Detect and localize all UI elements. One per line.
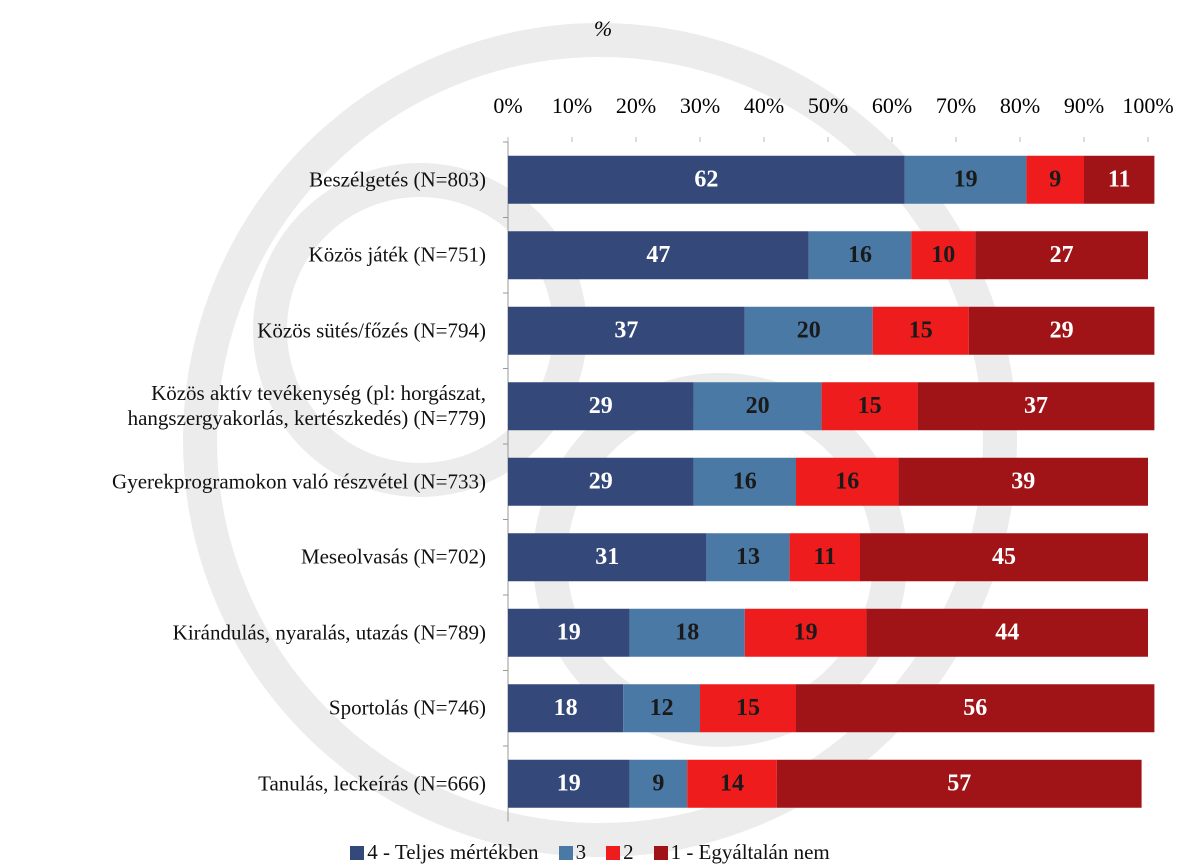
value-label: 29: [589, 393, 613, 419]
category-label: Gyerekprogramokon való részvétel (N=733): [0, 469, 486, 494]
x-tick-label: 20%: [616, 93, 656, 118]
value-label: 29: [1050, 317, 1074, 343]
value-label: 10: [931, 242, 955, 268]
x-tick-label: 0%: [493, 93, 522, 118]
legend-label: 4 - Teljes mértékben: [367, 840, 538, 865]
value-label: 20: [797, 317, 821, 343]
value-label: 45: [992, 544, 1016, 570]
value-label: 27: [1050, 242, 1074, 268]
category-label: Tanulás, leckeírás (N=666): [0, 771, 486, 796]
chart: % 0% 10% 20% 30% 40% 50% 60% 70% 80% 90% 100% 62 19 9…: [0, 0, 1180, 864]
chart-title: %: [594, 16, 612, 41]
x-tick-label: 50%: [808, 93, 848, 118]
value-label: 11: [1108, 166, 1131, 192]
legend-label: 3: [576, 840, 587, 865]
x-tick-label: 60%: [872, 93, 912, 118]
category-label: Közös aktív tevékenység (pl: horgászat, …: [0, 381, 486, 431]
category-label: Közös játék (N=751): [0, 243, 486, 268]
x-tick-label: 10%: [552, 93, 592, 118]
value-label: 19: [794, 619, 818, 645]
x-tick-label: 100%: [1122, 93, 1173, 118]
legend-label: 2: [623, 840, 634, 865]
value-label: 62: [694, 166, 718, 192]
value-label: 47: [646, 242, 670, 268]
value-label: 20: [746, 393, 770, 419]
x-tick-label: 80%: [1000, 93, 1040, 118]
value-label: 11: [813, 544, 836, 570]
value-label: 19: [557, 770, 581, 796]
value-label: 31: [595, 544, 619, 570]
value-label: 9: [652, 770, 664, 796]
category-label: Sportolás (N=746): [0, 696, 486, 721]
legend-swatch: [559, 846, 573, 860]
category-label: Beszélgetés (N=803): [0, 167, 486, 192]
page: % 0% 10% 20% 30% 40% 50% 60% 70% 80% 90% 100% 62 19 9…: [0, 0, 1180, 864]
x-tick-label: 30%: [680, 93, 720, 118]
value-label: 18: [675, 619, 699, 645]
value-label: 44: [995, 619, 1019, 645]
legend-item: 2: [606, 840, 634, 865]
value-label: 37: [614, 317, 638, 343]
legend-item: 4 - Teljes mértékben: [350, 840, 538, 865]
x-tick-label: 90%: [1064, 93, 1104, 118]
x-tick-label: 40%: [744, 93, 784, 118]
legend-swatch: [606, 846, 620, 860]
value-label: 12: [650, 695, 674, 721]
value-label: 16: [835, 468, 859, 494]
category-label: Meseolvasás (N=702): [0, 545, 486, 570]
legend-item: 1 - Egyáltalán nem: [654, 840, 830, 865]
value-label: 37: [1024, 393, 1048, 419]
value-label: 39: [1011, 468, 1035, 494]
value-label: 15: [909, 317, 933, 343]
value-label: 18: [554, 695, 578, 721]
legend-swatch: [654, 846, 668, 860]
category-label: Kirándulás, nyaralás, utazás (N=789): [0, 620, 486, 645]
legend-label: 1 - Egyáltalán nem: [671, 840, 830, 865]
value-label: 19: [557, 619, 581, 645]
value-label: 19: [954, 166, 978, 192]
value-label: 15: [736, 695, 760, 721]
legend-item: 3: [559, 840, 587, 865]
value-label: 14: [720, 770, 744, 796]
value-label: 13: [736, 544, 760, 570]
value-label: 9: [1049, 166, 1061, 192]
category-label: Közös sütés/főzés (N=794): [0, 318, 486, 343]
x-tick-label: 70%: [936, 93, 976, 118]
value-label: 56: [963, 695, 987, 721]
legend: 4 - Teljes mértékben 3 2 1 - Egyáltalán nem: [0, 840, 1180, 865]
value-label: 29: [589, 468, 613, 494]
value-label: 16: [733, 468, 757, 494]
value-label: 57: [947, 770, 971, 796]
value-label: 16: [848, 242, 872, 268]
legend-swatch: [350, 846, 364, 860]
value-label: 15: [858, 393, 882, 419]
